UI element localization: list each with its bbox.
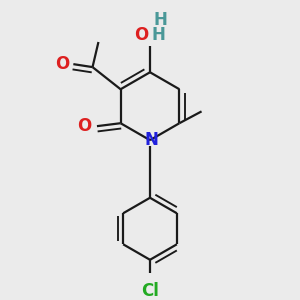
Text: Cl: Cl bbox=[141, 282, 159, 300]
Text: O: O bbox=[77, 117, 91, 135]
Text: H: H bbox=[152, 26, 165, 44]
Text: N: N bbox=[145, 131, 158, 149]
Text: H: H bbox=[153, 11, 167, 29]
Text: O: O bbox=[134, 26, 148, 44]
Text: O: O bbox=[55, 55, 69, 73]
